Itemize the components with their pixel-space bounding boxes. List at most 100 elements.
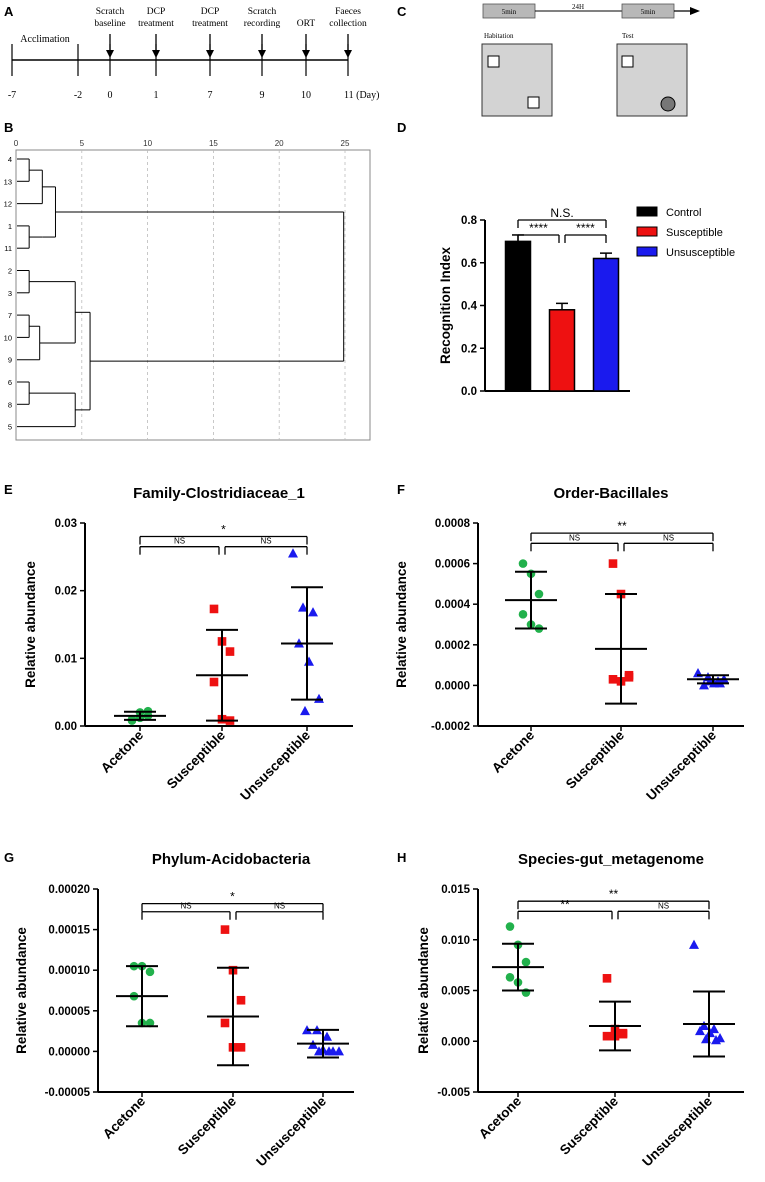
- x-tick-label: Susceptible: [164, 727, 229, 792]
- event-label: Scratch: [248, 7, 277, 17]
- data-point-triangle: [711, 1035, 721, 1045]
- y-tick-label: 0.6: [461, 258, 477, 270]
- data-point-triangle: [298, 602, 308, 612]
- significance-label: *: [221, 523, 226, 537]
- y-tick-label: 0.01: [55, 653, 78, 665]
- data-point-triangle: [314, 1046, 324, 1056]
- event-label: DCP: [147, 7, 165, 17]
- chart-title: Order-Bacillales: [553, 485, 668, 502]
- x-tick-label: Unsusceptible: [643, 727, 719, 803]
- x-tick-label: Unsusceptible: [237, 727, 313, 803]
- event-label: treatment: [192, 19, 228, 29]
- x-tick-label: Susceptible: [563, 727, 628, 792]
- data-point-triangle: [695, 1025, 705, 1036]
- significance-label: NS: [260, 537, 271, 546]
- x-tick-label: Susceptible: [175, 1093, 240, 1158]
- y-axis-label: Relative abundance: [416, 927, 431, 1054]
- significance-label: NS: [274, 902, 285, 911]
- legend-swatch-control: [636, 206, 658, 217]
- acclimation-label: Acclimation: [20, 34, 69, 45]
- panel-letter-a: A: [4, 4, 14, 19]
- x-tick-label: Acetone: [476, 1093, 525, 1142]
- event-arrow-head: [258, 50, 266, 58]
- significance-label: NS: [174, 537, 185, 546]
- y-tick-label: 0.010: [441, 935, 470, 947]
- dendrogram-leaf-label: 6: [8, 378, 12, 387]
- timeline-tick-label: 7: [208, 90, 213, 101]
- panel-letter-h: H: [397, 850, 406, 865]
- dendrogram-leaf-label: 2: [8, 267, 12, 276]
- gap-label: 24H: [572, 3, 584, 11]
- data-point-square: [220, 1018, 230, 1028]
- panel-letter-b: B: [4, 120, 13, 135]
- event-label: recording: [244, 19, 281, 29]
- y-tick-label: -0.00005: [45, 1087, 91, 1099]
- significance-label: NS: [663, 533, 674, 542]
- event-label: Scratch: [96, 7, 125, 17]
- y-tick-label: 0.0008: [435, 518, 471, 530]
- data-point-circle: [145, 1018, 155, 1028]
- y-axis-label: Recognition Index: [438, 247, 453, 364]
- event-arrow-head: [302, 50, 310, 58]
- chart-panel-e: E 0.00 0.01 0.02 0.03 Relative abundance Famil…: [4, 482, 353, 803]
- arena-habitation: [481, 43, 553, 117]
- data-point-triangle: [699, 1020, 709, 1031]
- y-tick-label: 0.02: [55, 586, 77, 598]
- significance-label: N.S.: [550, 206, 573, 220]
- dendrogram-scale-label: 10: [143, 139, 152, 148]
- y-tick-label: 0.00000: [48, 1046, 90, 1058]
- legend-swatch-unsusceptible: [636, 246, 658, 257]
- dendrogram-leaf-label: 13: [4, 177, 12, 186]
- legend-label: Susceptible: [666, 227, 723, 239]
- data-point-triangle: [699, 680, 709, 690]
- dendrogram-leaf-label: 7: [8, 311, 12, 320]
- data-point-triangle: [322, 1031, 332, 1041]
- y-tick-label: 0.2: [461, 343, 477, 355]
- y-tick-label: 0.0006: [435, 559, 470, 571]
- timeline-arrow-head: [690, 7, 700, 15]
- y-tick-label: 0.4: [461, 301, 478, 313]
- dendrogram-frame: [15, 149, 371, 441]
- timeline-tick-label: 10: [301, 90, 311, 101]
- data-point-square: [220, 925, 230, 934]
- bar-unsusceptible: [592, 257, 620, 392]
- data-point-square: [608, 675, 618, 684]
- dendrogram-scale-label: 20: [275, 139, 284, 148]
- dendrogram-scale-label: 5: [80, 139, 85, 148]
- chart-title: Species-gut_metagenome: [518, 851, 704, 868]
- dendrogram-scale-label: 0: [14, 139, 19, 148]
- panel-letter-d: D: [397, 120, 406, 135]
- chart-panel-g: G -0.00005 0.00000 0.00005 0.00010 0.00015 0.0…: [4, 850, 354, 1169]
- event-arrow-head: [206, 50, 214, 58]
- y-axis-label: Relative abundance: [394, 561, 409, 688]
- chart-title: Family-Clostridiaceae_1: [133, 485, 305, 502]
- data-point-circle: [505, 973, 515, 982]
- event-label: Faeces: [335, 7, 361, 17]
- data-point-square: [236, 1043, 246, 1052]
- chart-title: Phylum-Acidobacteria: [152, 851, 311, 868]
- data-point-square: [608, 559, 618, 568]
- event-label: DCP: [201, 7, 219, 17]
- dendrogram-leaf-label: 5: [8, 423, 12, 432]
- panel-c-ort-schematic: C 5min 24H 5min Habitation Test: [397, 3, 700, 117]
- object-square-1: [487, 55, 500, 68]
- x-tick-label: Unsusceptible: [639, 1093, 715, 1169]
- data-point-triangle: [324, 1046, 334, 1056]
- timeline-tick-label: -7: [8, 90, 16, 101]
- data-point-triangle: [689, 939, 699, 949]
- dendrogram-leaf-label: 10: [4, 333, 12, 342]
- y-tick-label: -0.005: [437, 1087, 470, 1099]
- data-point-square: [602, 1031, 612, 1041]
- habitation-phase-label: Habitation: [484, 32, 514, 40]
- habitation-duration-label: 5min: [502, 8, 517, 16]
- y-tick-label: 0.00005: [48, 1006, 90, 1018]
- dendrogram-leaf-label: 1: [8, 222, 12, 231]
- data-point-triangle: [308, 607, 318, 617]
- y-tick-label: 0.00015: [48, 925, 90, 937]
- panel-letter-g: G: [4, 850, 14, 865]
- timeline-tick-label: 9: [260, 90, 265, 101]
- data-point-triangle: [334, 1046, 344, 1056]
- arena-test: [616, 43, 688, 117]
- dendrogram-leaf-label: 11: [4, 244, 12, 253]
